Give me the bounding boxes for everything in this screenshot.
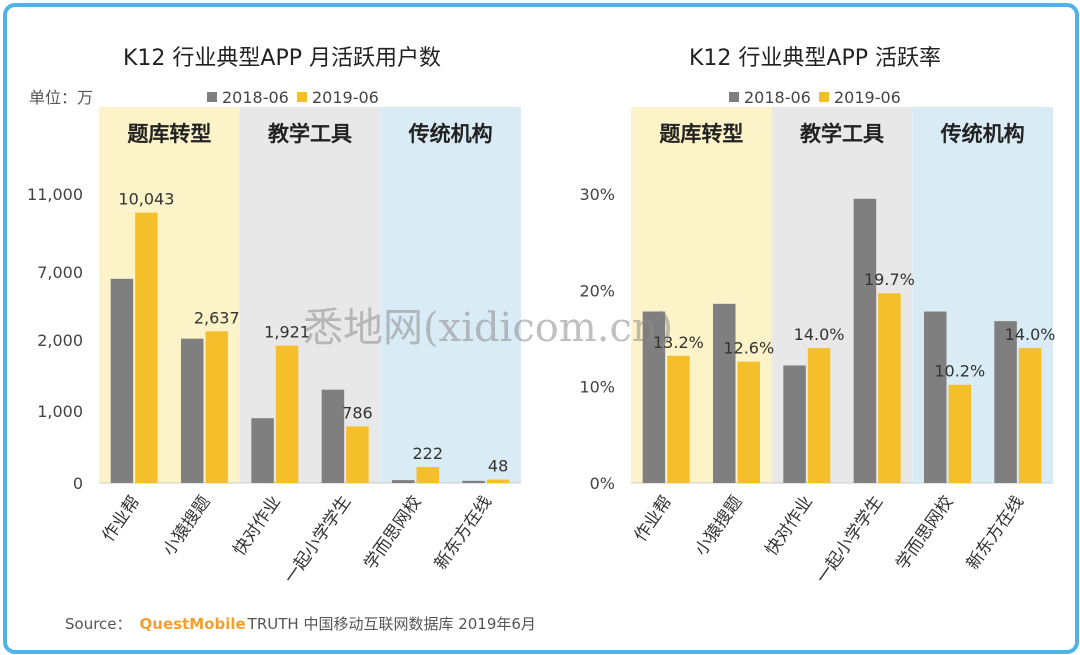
legend-label: 2018-06: [222, 88, 289, 107]
y-tick-label: 30%: [579, 185, 615, 204]
bar-2019-06-一起小学学生: [346, 426, 369, 483]
bar-2018-06-学而思网校: [923, 311, 947, 483]
source-label: Source：: [65, 615, 132, 633]
x-tick-label: 一起小学学生: [280, 492, 355, 587]
data-label: 48: [488, 457, 508, 476]
bar-2018-06-作业帮: [110, 278, 134, 483]
y-tick-label: 2,000: [37, 331, 83, 350]
bar-2018-06-快对作业: [251, 418, 274, 483]
data-label: 13.2%: [653, 333, 704, 352]
legend-label: 2018-06: [744, 88, 811, 107]
x-tick-label: 新东方在线: [963, 492, 1028, 573]
chart-title: K12 行业典型APP 月活跃用户数: [123, 46, 441, 71]
group-label: 传统机构: [940, 122, 1025, 146]
data-label: 786: [342, 403, 373, 422]
data-label: 19.7%: [864, 270, 915, 289]
bar-2018-06-小猿搜题: [180, 338, 204, 483]
bar-2018-06-快对作业: [783, 365, 806, 483]
x-tick-label: 快对作业: [230, 492, 285, 559]
bar-2019-06-新东方在线: [1018, 348, 1042, 483]
x-tick-label: 作业帮: [99, 492, 145, 545]
y-tick-label: 0: [73, 474, 83, 493]
data-label: 14.0%: [1005, 325, 1056, 344]
figure-frame: 题库转型 教学工具 传统机构 K12 行业典型APP 月活跃用户数单位：万 2018-0…: [3, 3, 1079, 654]
group-label: 教学工具: [268, 122, 352, 146]
y-tick-label: 11,000: [27, 185, 83, 204]
bar-2018-06-小猿搜题: [712, 303, 736, 483]
y-tick-label: 7,000: [37, 263, 83, 282]
bar-2019-06-快对作业: [807, 348, 831, 483]
bar-2018-06-一起小学学生: [321, 389, 345, 483]
group-label: 题库转型: [659, 122, 743, 146]
data-label: 10,043: [118, 190, 174, 209]
bar-2018-06-作业帮: [642, 311, 666, 483]
group-label: 题库转型: [127, 122, 211, 146]
data-label: 10.2%: [934, 362, 985, 381]
bar-2019-06-学而思网校: [416, 467, 440, 483]
bar-2018-06-新东方在线: [462, 480, 485, 483]
bar-2018-06-一起小学学生: [853, 198, 877, 484]
group-background-3: [380, 107, 521, 483]
x-tick-label: 新东方在线: [431, 492, 496, 573]
x-tick-label: 学而思网校: [360, 492, 425, 573]
x-tick-label: 快对作业: [762, 492, 817, 559]
legend-swatch-2019-06: [297, 92, 307, 102]
bar-2019-06-小猿搜题: [737, 361, 761, 483]
group-label: 教学工具: [800, 122, 884, 146]
bar-2019-06-一起小学学生: [878, 293, 901, 483]
data-label: 12.6%: [723, 339, 774, 358]
unit-label: 单位：万: [29, 88, 93, 107]
source-note: Source： QuestMobile TRUTH 中国移动互联网数据库 2019年…: [65, 613, 536, 634]
data-label: 1,921: [264, 323, 310, 342]
bar-2019-06-新东方在线: [486, 479, 510, 483]
watermark-text: 悉地网(xidicom.cn): [303, 305, 674, 351]
y-tick-label: 10%: [579, 378, 615, 397]
bar-2018-06-学而思网校: [391, 480, 415, 483]
bar-2018-06-新东方在线: [994, 321, 1017, 483]
data-label: 2,637: [194, 308, 240, 327]
bar-2019-06-作业帮: [667, 355, 690, 483]
data-label: 222: [412, 444, 443, 463]
bar-2019-06-小猿搜题: [205, 331, 229, 483]
bar-2019-06-学而思网校: [948, 384, 972, 483]
legend-swatch-2019-06: [819, 92, 829, 102]
x-tick-label: 一起小学学生: [812, 492, 887, 587]
x-tick-label: 学而思网校: [892, 492, 957, 573]
y-tick-label: 20%: [579, 281, 615, 300]
chart-title: K12 行业典型APP 活跃率: [689, 46, 941, 71]
legend-swatch-2018-06: [729, 92, 739, 102]
bar-2019-06-快对作业: [275, 345, 299, 483]
x-tick-label: 小猿搜题: [691, 492, 746, 559]
x-tick-label: 作业帮: [631, 492, 677, 545]
bar-2019-06-作业帮: [135, 212, 158, 483]
source-text: TRUTH 中国移动互联网数据库 2019年6月: [247, 615, 536, 633]
legend-label: 2019-06: [312, 88, 379, 107]
group-label: 传统机构: [408, 122, 493, 146]
y-tick-label: 1,000: [37, 402, 83, 421]
y-tick-label: 0%: [590, 474, 615, 493]
legend-swatch-2018-06: [207, 92, 217, 102]
data-label: 14.0%: [794, 325, 845, 344]
source-brand: QuestMobile: [139, 615, 246, 633]
x-tick-label: 小猿搜题: [159, 492, 214, 559]
legend-label: 2019-06: [834, 88, 901, 107]
